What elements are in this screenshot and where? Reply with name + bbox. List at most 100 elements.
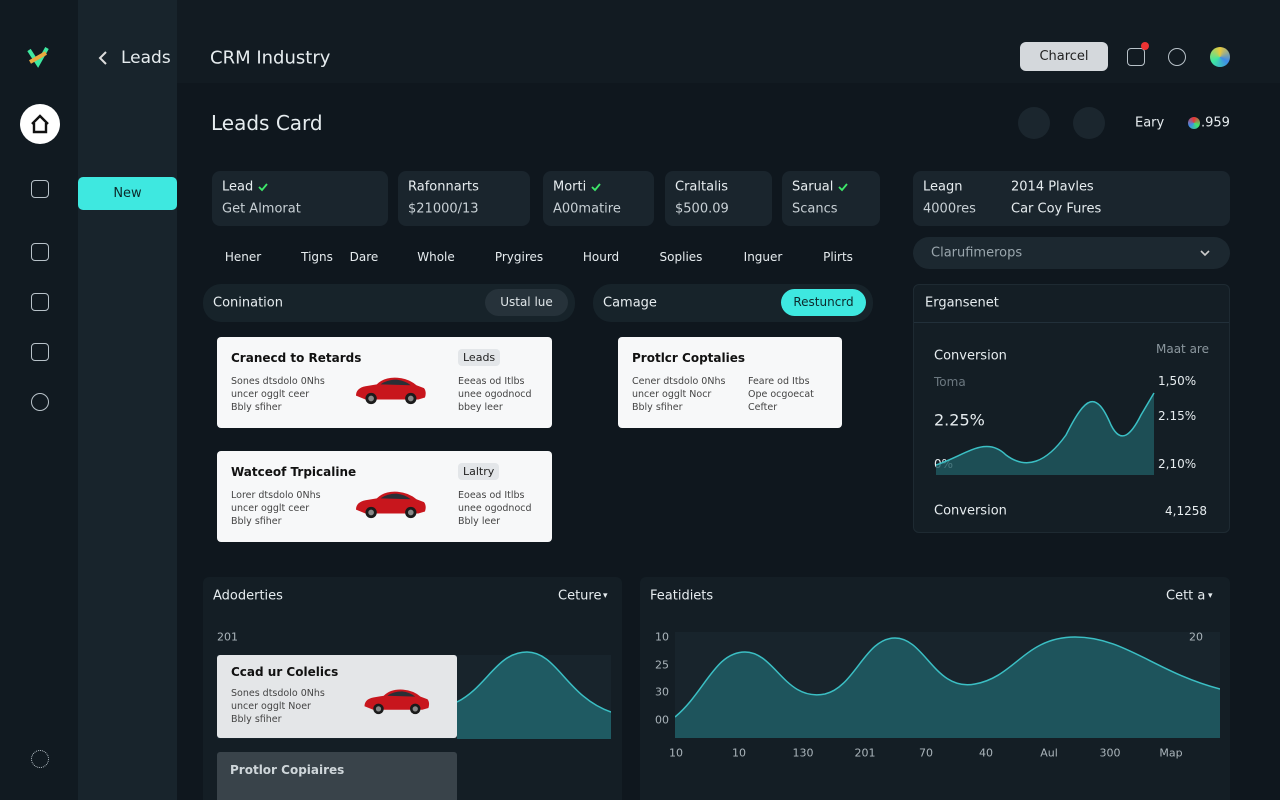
home-button[interactable] xyxy=(20,104,60,144)
activity-card[interactable]: Ccad ur Colelics Sones dtsdolo 0Nhs unce… xyxy=(217,655,457,738)
car-image xyxy=(361,685,431,717)
nav-icon[interactable] xyxy=(31,180,49,198)
section-title: Leads Card xyxy=(211,111,323,135)
insight-big: 2.25% xyxy=(934,410,985,430)
stat-card[interactable]: Lead Get Almorat xyxy=(212,171,388,226)
tab[interactable]: Hener xyxy=(224,250,262,264)
summary-card: Leagn 4000res 2014 Plavles Car Coy Fures xyxy=(913,171,1230,226)
column-chip[interactable]: Ustal lue xyxy=(485,289,568,316)
card-line: Sones dtsdolo 0Nhs xyxy=(231,688,325,699)
column-header: Conination Ustal lue xyxy=(203,284,575,322)
stat-value: $500.09 xyxy=(675,201,729,217)
stat-card[interactable]: Rafonnarts $21000/13 xyxy=(398,171,530,226)
logo xyxy=(27,47,49,68)
y-tick-label: 25 xyxy=(655,658,669,672)
x-tick-label: 70 xyxy=(919,746,933,760)
summary-item: Car Coy Fures xyxy=(1011,201,1102,217)
side-panel: Leads New xyxy=(78,0,177,800)
stat-value: Scancs xyxy=(792,201,838,217)
x-tick-label: 10 xyxy=(732,746,746,760)
divider xyxy=(914,322,1229,323)
x-tick-label: 201 xyxy=(854,746,876,760)
stat-card[interactable]: Sarual Scancs xyxy=(782,171,880,226)
avatar[interactable] xyxy=(1210,47,1230,67)
nav-icon[interactable] xyxy=(31,293,49,311)
x-tick-label: 300 xyxy=(1099,746,1121,760)
check-icon xyxy=(258,183,268,192)
x-tick-label: 40 xyxy=(979,746,993,760)
tab[interactable]: Prygires xyxy=(494,250,544,264)
stat-card[interactable]: Morti A00matire xyxy=(543,171,654,226)
column-title: Conination xyxy=(213,295,283,311)
tab[interactable]: Dare xyxy=(349,250,379,264)
tab[interactable]: Hourd xyxy=(582,250,620,264)
top-bar: CRM Industry Charcel xyxy=(177,0,1280,83)
settings-icon[interactable] xyxy=(31,750,49,768)
gift-icon[interactable] xyxy=(1127,48,1145,66)
card-lines: Eoeas od Itlbs unee ogodnocd Bbly leer xyxy=(458,489,532,528)
chevron xyxy=(1200,250,1210,257)
card-line: unee ogodnocd xyxy=(458,503,532,514)
nav-icon[interactable] xyxy=(31,343,49,361)
action-button[interactable]: Charcel xyxy=(1020,42,1108,71)
y-tick-label: 30 xyxy=(655,685,669,699)
menu-caret: ▾ xyxy=(603,591,608,601)
y-tick-label: 00 xyxy=(655,713,669,727)
card-line: uncer ogglt Nocr xyxy=(632,389,712,400)
panel-menu[interactable]: Ceture xyxy=(558,588,602,604)
car-image xyxy=(352,487,428,521)
nav-icon[interactable] xyxy=(31,393,49,411)
card-line: Lorer dtsdolo 0Nhs xyxy=(231,490,321,501)
new-button[interactable]: New xyxy=(78,177,177,210)
column-title: Camage xyxy=(603,295,657,311)
summary-sub: 4000res xyxy=(923,201,976,217)
column-chip[interactable]: Restuncrd xyxy=(781,289,866,316)
card-title: Protlor Copiaires xyxy=(230,763,345,777)
card-lines: Lorer dtsdolo 0Nhs uncer ogglt ceer Bbly s… xyxy=(231,489,321,528)
card-title: Ccad ur Colelics xyxy=(231,665,339,679)
icon-button[interactable] xyxy=(1018,107,1050,139)
back-icon[interactable] xyxy=(96,50,110,66)
activities-panel: Adoderties Ceture ▾ 201 Ccad ur Colelics… xyxy=(203,577,622,800)
card-title: Cranecd to Retards xyxy=(231,351,362,365)
activities-chart xyxy=(457,651,611,739)
card-lines: Cener dtsdolo 0Nhs uncer ogglt Nocr Bbly s… xyxy=(632,375,725,414)
icon-button[interactable] xyxy=(1073,107,1105,139)
summary-item: 2014 Plavles xyxy=(1011,179,1094,195)
tab[interactable]: Soplies xyxy=(659,250,703,264)
tab[interactable]: Tigns xyxy=(301,250,333,264)
card-line: Eeeas od Itlbs xyxy=(458,376,525,387)
lead-card[interactable]: Protlcr Coptalies Cener dtsdolo 0Nhs uncer… xyxy=(618,337,842,428)
lead-card[interactable]: Cranecd to Retards Leads Sones dtsdolo 0Nh… xyxy=(217,337,552,428)
card-line: Bbly sfiher xyxy=(231,516,282,527)
activity-card[interactable]: Protlor Copiaires xyxy=(217,752,457,800)
insight-footer: Conversion xyxy=(934,503,1007,519)
stat-value: A00matire xyxy=(553,201,621,217)
card-title: Protlcr Coptalies xyxy=(632,351,745,365)
back-label[interactable]: Leads xyxy=(121,48,171,68)
card-line: uncer ogglt ceer xyxy=(231,503,310,514)
dropdown[interactable]: Clarufimerops xyxy=(913,237,1230,269)
card-line: Bbly sfiher xyxy=(231,402,282,413)
card-line: uncer ogglt ceer xyxy=(231,389,310,400)
panel-menu[interactable]: Cett a xyxy=(1166,588,1206,604)
tab[interactable]: Plirts xyxy=(823,250,853,264)
badge xyxy=(1141,42,1149,50)
stat-card[interactable]: Craltalis $500.09 xyxy=(665,171,772,226)
tab[interactable]: Inguer xyxy=(743,250,783,264)
tab[interactable]: Whole xyxy=(417,250,455,264)
lead-card[interactable]: Watceof Trpicaline Laltry Lorer dtsdolo 0N… xyxy=(217,451,552,542)
x-tick-label: 130 xyxy=(792,746,814,760)
stat-label: Craltalis xyxy=(675,179,729,195)
y-tick-label: 10 xyxy=(655,630,669,644)
user-icon[interactable] xyxy=(1168,48,1186,66)
x-tick-label: Map xyxy=(1159,746,1183,760)
column-header: Camage Restuncrd xyxy=(593,284,873,322)
insight-panel: Ergansenet Conversion Maat are Toma 2.25… xyxy=(913,284,1230,533)
check-icon xyxy=(591,183,601,192)
card-tag: Laltry xyxy=(458,463,500,480)
nav-icon[interactable] xyxy=(31,243,49,261)
card-line: Ope ocgoecat xyxy=(748,389,814,400)
card-line: Bbly sfiher xyxy=(632,402,683,413)
